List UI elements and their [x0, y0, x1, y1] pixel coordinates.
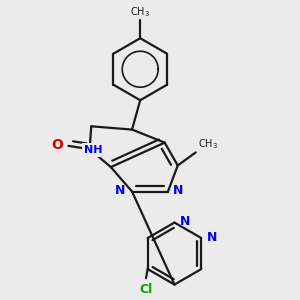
Text: CH$_3$: CH$_3$	[130, 5, 150, 19]
Text: CH$_3$: CH$_3$	[198, 137, 218, 151]
Text: N: N	[173, 184, 184, 197]
Text: O: O	[51, 138, 63, 152]
Text: Cl: Cl	[140, 283, 153, 296]
Text: N: N	[180, 215, 191, 228]
Text: NH: NH	[84, 145, 102, 155]
Text: N: N	[207, 231, 218, 244]
Text: N: N	[115, 184, 125, 197]
